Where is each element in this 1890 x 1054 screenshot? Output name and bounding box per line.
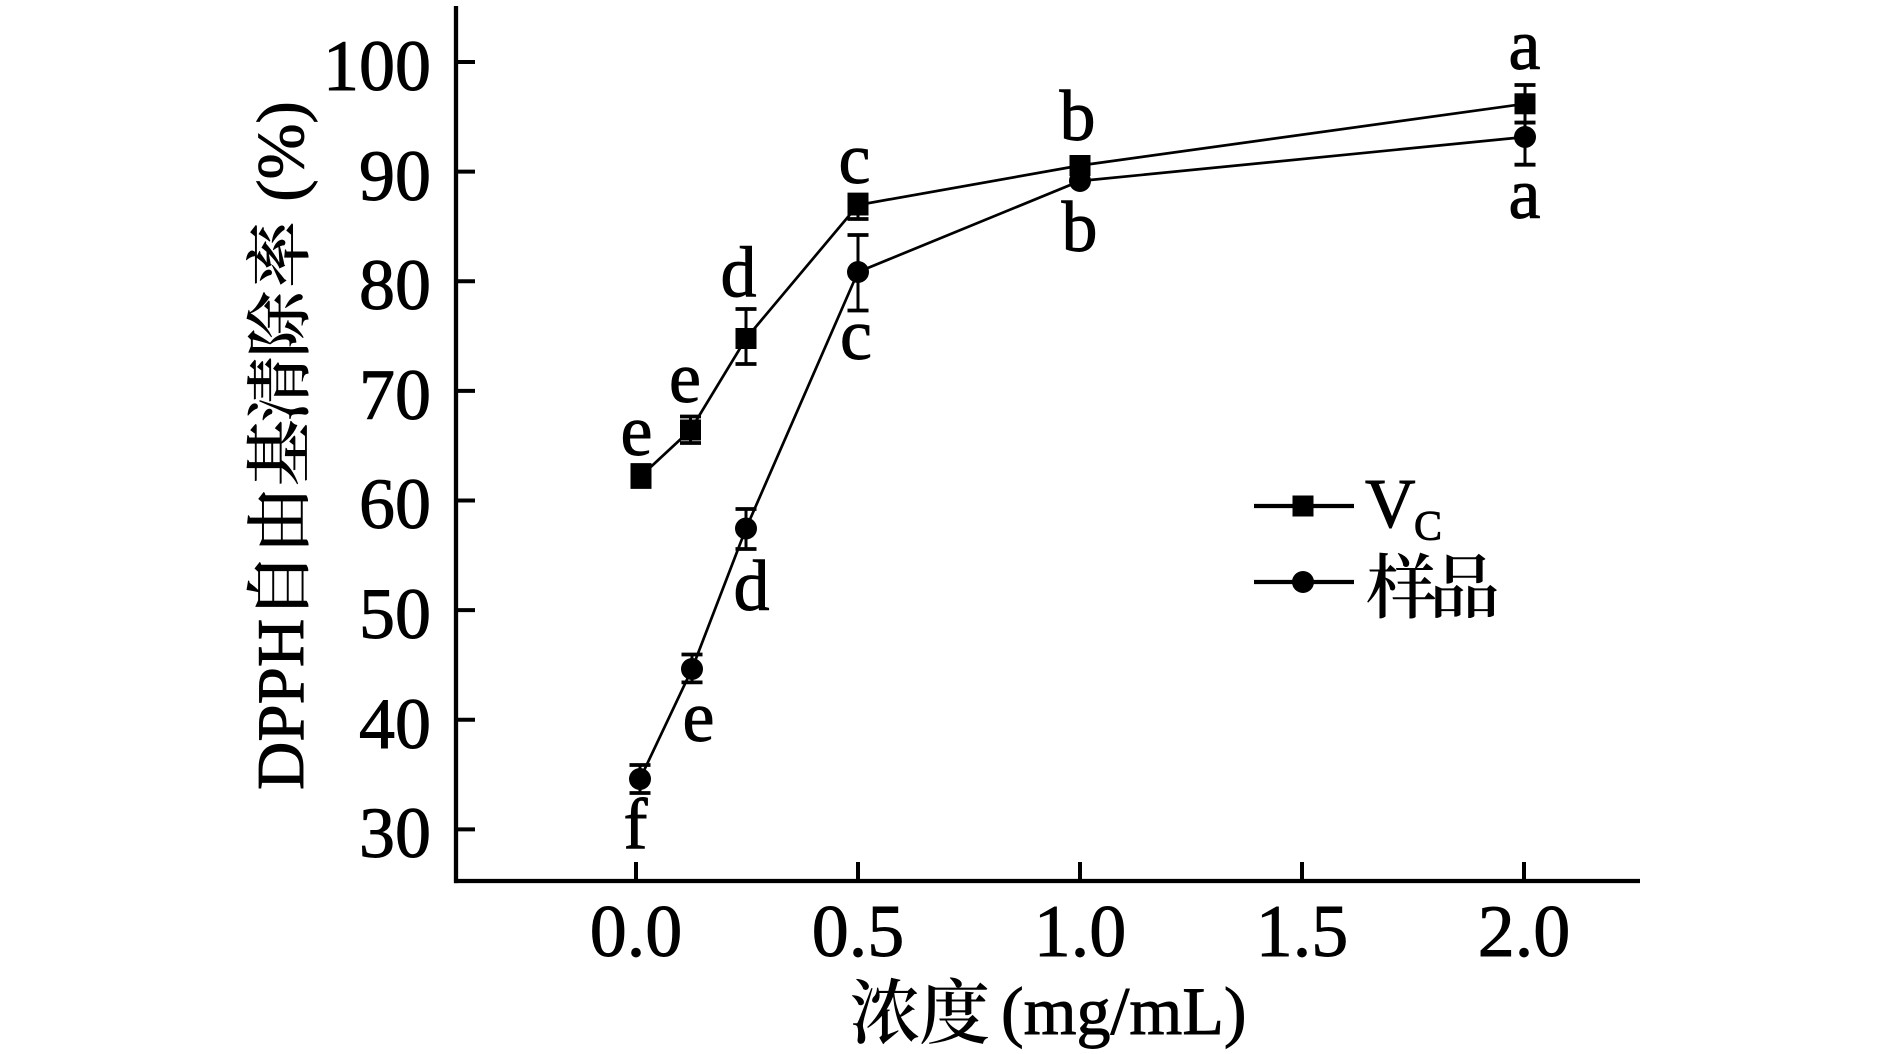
svg-text:(%): (%) xyxy=(244,101,318,201)
svg-text:c: c xyxy=(839,119,871,199)
svg-text:V: V xyxy=(1365,466,1416,543)
svg-text:30: 30 xyxy=(359,793,431,873)
svg-text:b: b xyxy=(1060,76,1096,156)
svg-text:0.0: 0.0 xyxy=(590,891,683,973)
svg-text:d: d xyxy=(721,233,757,313)
svg-text:DPPH: DPPH xyxy=(244,619,318,790)
svg-text:f: f xyxy=(624,784,648,864)
svg-text:e: e xyxy=(683,677,715,757)
svg-text:80: 80 xyxy=(359,245,431,325)
svg-text:0.5: 0.5 xyxy=(812,891,905,973)
svg-text:c: c xyxy=(840,295,872,375)
svg-text:90: 90 xyxy=(359,136,431,216)
svg-text:d: d xyxy=(734,546,770,626)
svg-text:e: e xyxy=(621,391,653,471)
svg-text:C: C xyxy=(1414,504,1442,550)
svg-text:70: 70 xyxy=(359,355,431,435)
svg-text:50: 50 xyxy=(359,574,431,654)
svg-text:a: a xyxy=(1509,154,1541,234)
svg-text:1.0: 1.0 xyxy=(1034,891,1127,973)
svg-text:e: e xyxy=(669,338,701,418)
svg-text:2.0: 2.0 xyxy=(1478,891,1571,973)
svg-text:a: a xyxy=(1509,5,1541,85)
svg-text:40: 40 xyxy=(359,684,431,764)
svg-text:b: b xyxy=(1062,187,1098,267)
svg-text:(mg/mL): (mg/mL) xyxy=(1001,973,1247,1049)
svg-text:1.5: 1.5 xyxy=(1256,891,1349,973)
svg-text:100: 100 xyxy=(323,26,431,106)
svg-text:60: 60 xyxy=(359,464,431,544)
